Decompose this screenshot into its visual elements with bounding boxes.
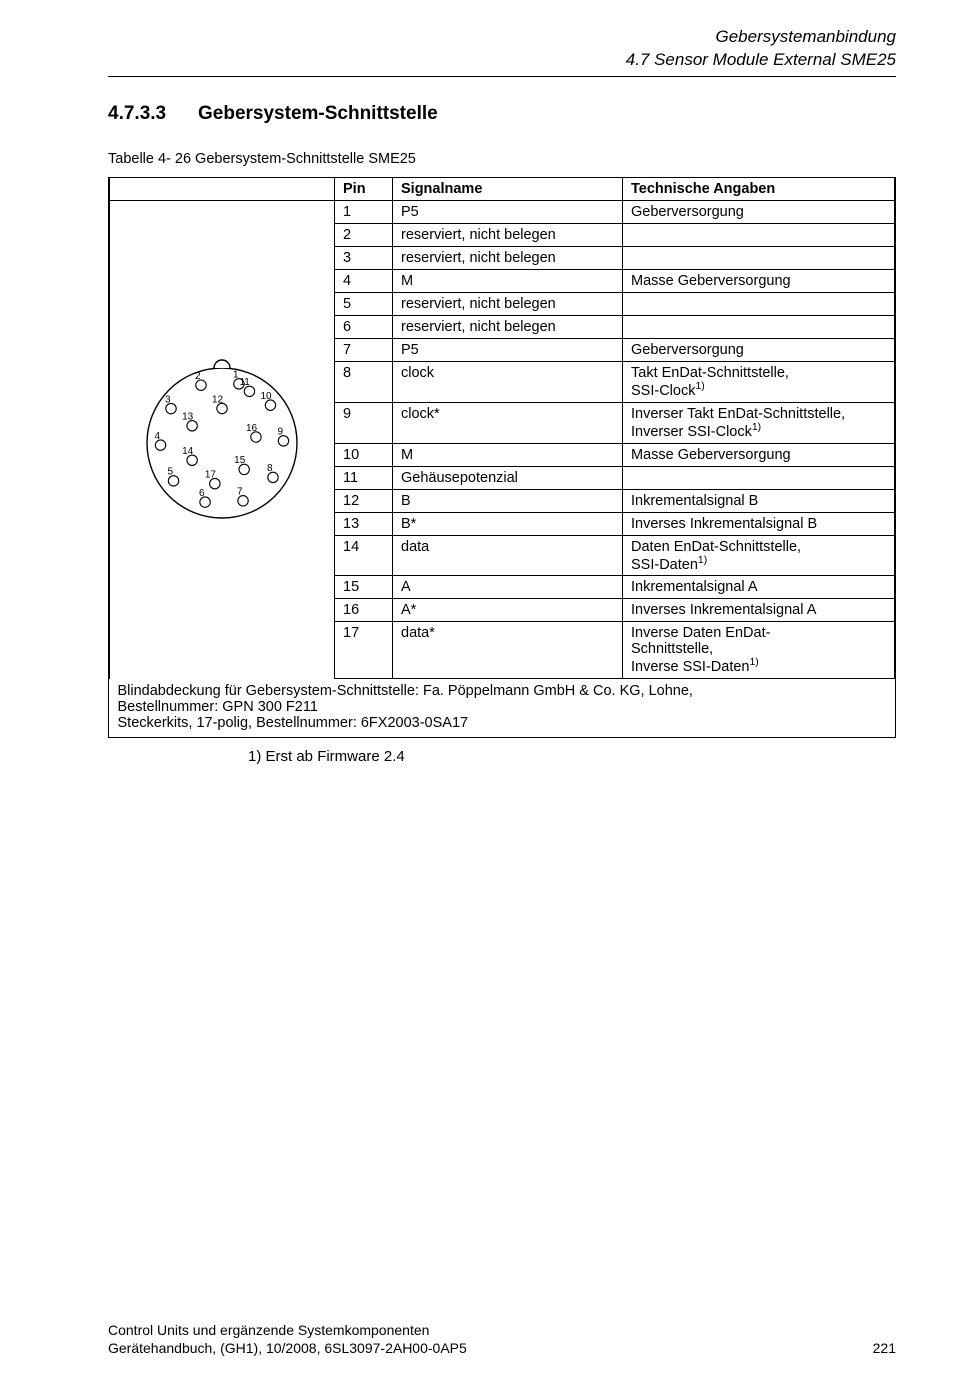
- svg-text:12: 12: [212, 394, 224, 405]
- cell-signal: B*: [393, 512, 623, 535]
- svg-text:16: 16: [246, 423, 258, 434]
- svg-text:8: 8: [267, 463, 273, 474]
- svg-text:5: 5: [168, 466, 174, 477]
- svg-text:7: 7: [237, 486, 243, 497]
- cell-signal: data*: [393, 622, 623, 679]
- cell-pin: 7: [335, 338, 393, 361]
- table-header-row: Pin Signalname Technische Angaben: [110, 178, 895, 201]
- cell-signal: reserviert, nicht belegen: [393, 292, 623, 315]
- cell-desc: Inverses Inkrementalsignal A: [623, 599, 895, 622]
- footer-line-1: Control Units und ergänzende Systemkompo…: [108, 1322, 896, 1338]
- cell-desc: Masse Geberversorgung: [623, 443, 895, 466]
- cell-signal: reserviert, nicht belegen: [393, 223, 623, 246]
- cell-pin: 16: [335, 599, 393, 622]
- cell-signal: A*: [393, 599, 623, 622]
- table-caption: Tabelle 4- 26 Gebersystem-Schnittstelle …: [108, 151, 896, 167]
- col-head-diagram: [110, 178, 335, 201]
- cell-signal: M: [393, 269, 623, 292]
- cell-pin: 15: [335, 576, 393, 599]
- col-head-pin: Pin: [335, 178, 393, 201]
- cell-desc: Inverses Inkrementalsignal B: [623, 512, 895, 535]
- cell-desc: Daten EnDat-Schnittstelle,SSI-Daten1): [623, 535, 895, 576]
- table-footer-row: Blindabdeckung für Gebersystem-Schnittst…: [110, 679, 895, 738]
- cell-pin: 11: [335, 466, 393, 489]
- cell-pin: 9: [335, 402, 393, 443]
- cell-signal: A: [393, 576, 623, 599]
- cell-desc: Geberversorgung: [623, 200, 895, 223]
- cell-pin: 1: [335, 200, 393, 223]
- svg-text:6: 6: [199, 488, 205, 499]
- cell-pin: 5: [335, 292, 393, 315]
- post-table-note: 1) Erst ab Firmware 2.4: [248, 748, 896, 765]
- cell-pin: 4: [335, 269, 393, 292]
- svg-text:3: 3: [165, 394, 171, 405]
- header-rule: [108, 76, 896, 77]
- cell-pin: 8: [335, 361, 393, 402]
- connector-diagram-cell: 1234567891011121314151617: [110, 200, 335, 678]
- page-header: Gebersystemanbindung 4.7 Sensor Module E…: [108, 26, 896, 72]
- svg-text:14: 14: [182, 446, 194, 457]
- cell-pin: 17: [335, 622, 393, 679]
- cell-signal: P5: [393, 200, 623, 223]
- svg-text:17: 17: [205, 469, 217, 480]
- cell-pin: 2: [335, 223, 393, 246]
- cell-pin: 3: [335, 246, 393, 269]
- svg-text:13: 13: [182, 411, 194, 422]
- cell-signal: P5: [393, 338, 623, 361]
- header-line-1: Gebersystemanbindung: [108, 26, 896, 49]
- cell-signal: M: [393, 443, 623, 466]
- section-heading: 4.7.3.3Gebersystem-Schnittstelle: [108, 103, 896, 125]
- svg-text:1: 1: [233, 369, 239, 380]
- cell-desc: [623, 292, 895, 315]
- page-number: 221: [873, 1340, 896, 1356]
- cell-desc: [623, 223, 895, 246]
- cell-desc: Inkrementalsignal A: [623, 576, 895, 599]
- cell-pin: 14: [335, 535, 393, 576]
- cell-pin: 6: [335, 315, 393, 338]
- cell-signal: data: [393, 535, 623, 576]
- cell-desc: Takt EnDat-Schnittstelle,SSI-Clock1): [623, 361, 895, 402]
- table-row: 12345678910111213141516171P5Geberversorg…: [110, 200, 895, 223]
- cell-signal: Gehäusepotenzial: [393, 466, 623, 489]
- cell-desc: Masse Geberversorgung: [623, 269, 895, 292]
- svg-text:9: 9: [277, 426, 283, 437]
- cell-signal: B: [393, 489, 623, 512]
- page-footer: Control Units und ergänzende Systemkompo…: [108, 1322, 896, 1356]
- cell-desc: Inverser Takt EnDat-Schnittstelle,Invers…: [623, 402, 895, 443]
- svg-text:15: 15: [234, 455, 246, 466]
- cell-pin: 12: [335, 489, 393, 512]
- col-head-desc: Technische Angaben: [623, 178, 895, 201]
- cell-signal: clock: [393, 361, 623, 402]
- cell-signal: reserviert, nicht belegen: [393, 246, 623, 269]
- header-line-2: 4.7 Sensor Module External SME25: [108, 49, 896, 72]
- cell-pin: 13: [335, 512, 393, 535]
- pin-table: Pin Signalname Technische Angaben 123456…: [109, 178, 895, 737]
- cell-desc: Inkrementalsignal B: [623, 489, 895, 512]
- cell-pin: 10: [335, 443, 393, 466]
- section-title: Gebersystem-Schnittstelle: [198, 103, 438, 124]
- section-number: 4.7.3.3: [108, 103, 198, 125]
- cell-desc: [623, 466, 895, 489]
- pin-table-box: Pin Signalname Technische Angaben 123456…: [108, 177, 896, 738]
- cell-signal: reserviert, nicht belegen: [393, 315, 623, 338]
- col-head-signal: Signalname: [393, 178, 623, 201]
- svg-text:2: 2: [195, 371, 201, 382]
- cell-desc: [623, 246, 895, 269]
- cell-desc: [623, 315, 895, 338]
- cell-desc: Geberversorgung: [623, 338, 895, 361]
- cell-desc: Inverse Daten EnDat-Schnittstelle,Invers…: [623, 622, 895, 679]
- svg-text:4: 4: [155, 431, 161, 442]
- cell-signal: clock*: [393, 402, 623, 443]
- svg-text:11: 11: [239, 377, 250, 388]
- table-footer-text: Blindabdeckung für Gebersystem-Schnittst…: [110, 679, 895, 738]
- svg-text:10: 10: [260, 391, 272, 402]
- footer-line-2: Gerätehandbuch, (GH1), 10/2008, 6SL3097-…: [108, 1340, 467, 1356]
